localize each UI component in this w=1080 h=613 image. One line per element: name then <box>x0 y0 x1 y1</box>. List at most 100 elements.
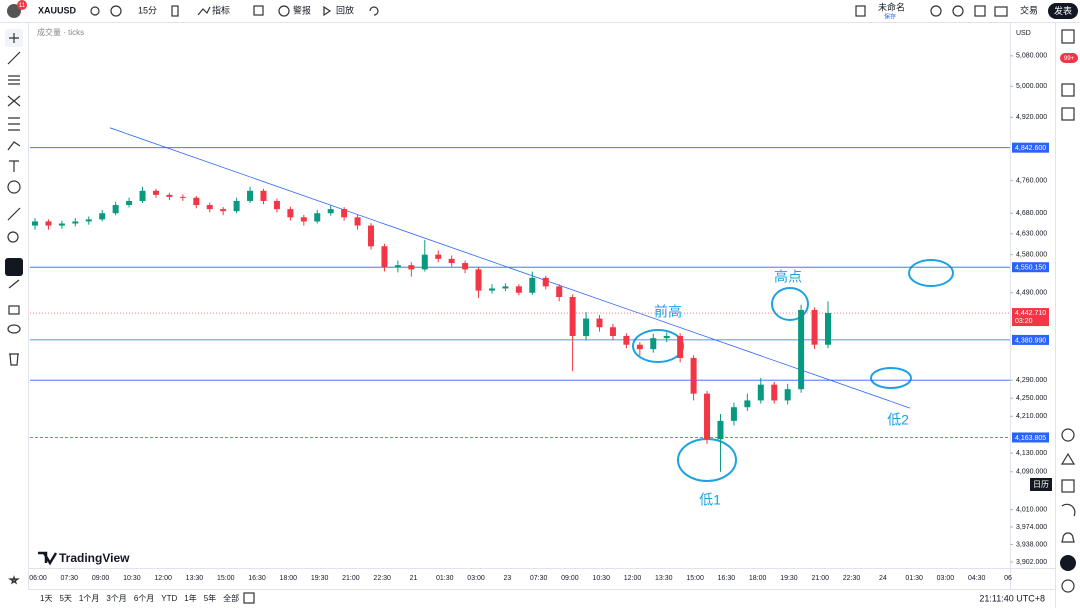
layout-box[interactable] <box>855 5 866 17</box>
avatar[interactable] <box>7 4 21 18</box>
range-button[interactable]: 1个月 <box>79 594 99 603</box>
legend: 成交量 · ticks <box>37 27 84 37</box>
candle-body <box>798 309 805 390</box>
layout-icon[interactable] <box>253 5 264 16</box>
candle-body <box>273 200 280 210</box>
replay-icon <box>323 5 332 17</box>
candle-body <box>771 384 778 401</box>
level-label: 4,550.150 <box>1015 265 1046 272</box>
last-price-label: 4,442.710 <box>1015 310 1046 317</box>
alerts[interactable]: 警报 <box>293 4 311 15</box>
range-button[interactable]: YTD <box>161 594 177 603</box>
y-tick-label: 4,290.000 <box>1016 377 1047 384</box>
add-icon[interactable] <box>110 5 122 17</box>
settings-icon[interactable] <box>952 5 964 17</box>
y-tick-label: 4,010.000 <box>1016 507 1047 514</box>
y-tick-label: 4,760.000 <box>1016 178 1047 185</box>
x-tick-label: 06:00 <box>29 575 47 582</box>
fullscreen-icon[interactable] <box>974 5 986 17</box>
candle-body <box>448 258 455 264</box>
search-icon[interactable] <box>930 5 942 17</box>
x-tick-label: 12:00 <box>624 575 642 582</box>
trade[interactable]: 交易 <box>1020 4 1038 15</box>
x-tick-label: 03:00 <box>467 575 485 582</box>
candle-body <box>529 277 536 293</box>
candle-body <box>717 420 724 440</box>
drawing-tools[interactable] <box>5 29 23 585</box>
y-tick-label: 5,080.000 <box>1016 53 1047 60</box>
publish-button[interactable] <box>1048 3 1078 19</box>
sidebar-icons[interactable] <box>1060 29 1076 593</box>
candle-body <box>233 200 240 212</box>
candle-body <box>354 217 361 226</box>
y-tick-label: 4,490.000 <box>1016 290 1047 297</box>
level-badge <box>1012 142 1049 153</box>
x-tick-label: 04:30 <box>968 575 986 582</box>
camera-icon[interactable] <box>994 6 1008 17</box>
candle-body <box>744 400 751 408</box>
candle-body <box>421 254 428 270</box>
indicators[interactable]: 指标 <box>212 4 230 15</box>
undo-icon[interactable] <box>369 6 379 16</box>
level-label: 4,163.805 <box>1015 435 1046 442</box>
range-button[interactable]: 5天 <box>59 594 71 603</box>
candle-body <box>327 209 334 214</box>
range-button[interactable]: 6个月 <box>134 594 154 603</box>
range-button[interactable]: 1年 <box>184 593 196 603</box>
notif-count: 99+ <box>1064 56 1075 62</box>
x-tick-label: 01:30 <box>436 575 454 582</box>
candle-body <box>394 265 401 268</box>
x-tick-label: 16:30 <box>248 575 266 582</box>
x-tick-label: 23 <box>503 575 511 582</box>
candle-body <box>636 344 643 350</box>
range-button[interactable]: 全部 <box>223 593 239 603</box>
range-button[interactable]: 1天 <box>40 594 52 603</box>
clock: 21:11:40 UTC+8 <box>979 593 1045 603</box>
replay[interactable]: 回放 <box>336 4 354 15</box>
y-tick-label: 4,580.000 <box>1016 252 1047 259</box>
y-tick-label: 4,920.000 <box>1016 114 1047 121</box>
candle-body <box>435 254 442 259</box>
x-tick-label: 13:30 <box>186 575 204 582</box>
trend-line <box>109 127 911 409</box>
icon <box>197 6 211 16</box>
apps-icon[interactable] <box>1060 555 1076 571</box>
x-tick-label: 07:30 <box>61 575 79 582</box>
y-tick-label: 4,130.000 <box>1016 450 1047 457</box>
range-button[interactable]: 5年 <box>204 593 216 603</box>
x-tick-label: 19:30 <box>780 575 798 582</box>
icon[interactable] <box>90 6 100 16</box>
candle-body <box>475 269 482 291</box>
x-tick-label: 09:00 <box>92 575 110 582</box>
range-button[interactable]: 3个月 <box>106 594 126 603</box>
candle-body <box>609 327 616 336</box>
layout-name[interactable]: 未命名 <box>878 1 905 12</box>
y-tick-label: 4,090.000 <box>1016 469 1047 476</box>
x-tick-label: 10:30 <box>592 575 610 582</box>
publish[interactable]: 发表 <box>1054 5 1072 16</box>
annotation: 低1 <box>699 492 721 508</box>
symbol[interactable]: XAUUSD <box>38 5 77 15</box>
x-tick-label: 22:30 <box>373 575 391 582</box>
x-tick-label: 16:30 <box>718 575 736 582</box>
level-badge <box>1012 334 1049 345</box>
interval[interactable]: 15分 <box>138 5 157 15</box>
x-tick-label: 21:00 <box>342 575 360 582</box>
date-range-icon[interactable] <box>243 592 255 604</box>
annotation: 高点 <box>774 269 802 285</box>
candle-body <box>462 263 469 270</box>
tooltip <box>1030 478 1052 491</box>
candle-body <box>166 194 173 197</box>
logo: TradingView <box>59 551 130 565</box>
badge <box>17 0 27 10</box>
candle-body <box>72 221 79 224</box>
candle-body <box>596 318 603 328</box>
candle-body <box>569 297 576 336</box>
x-tick-label: 24 <box>879 575 887 582</box>
x-tick-label: 15:00 <box>217 575 235 582</box>
candle-body <box>341 209 348 218</box>
candle-body <box>663 335 670 339</box>
chart-type-icon[interactable] <box>171 5 179 17</box>
candle-body <box>556 286 563 298</box>
